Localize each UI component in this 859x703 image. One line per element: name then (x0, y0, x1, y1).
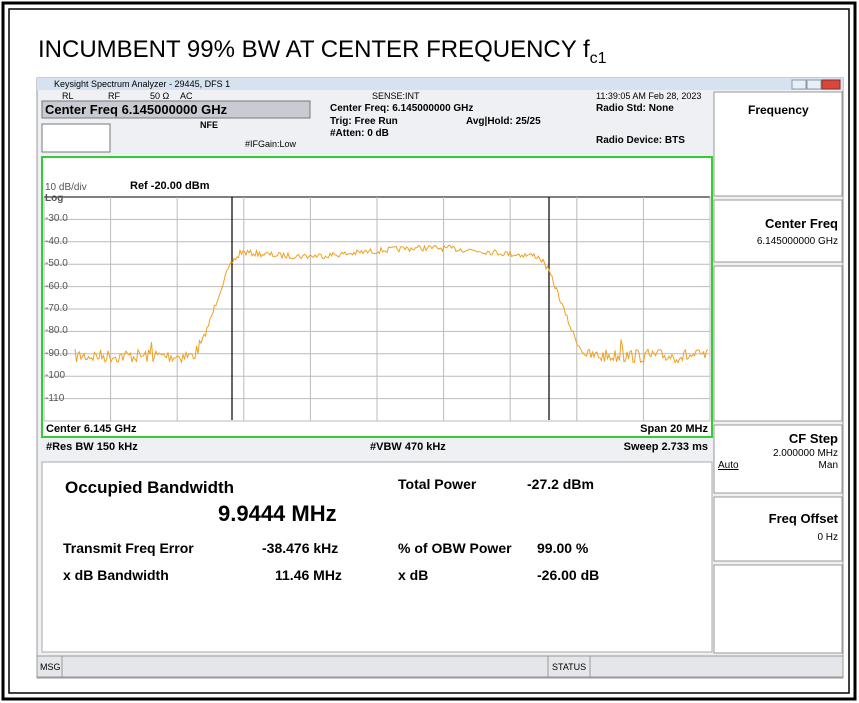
min-button[interactable] (791, 79, 807, 90)
man-option[interactable]: Man (818, 460, 838, 471)
window-title: Keysight Spectrum Analyzer - 29445, DFS … (54, 79, 231, 89)
obw-power: 99.00 % (537, 540, 589, 556)
results-panel (41, 461, 713, 653)
avg-hold: Avg|Hold: 25/25 (466, 116, 541, 127)
softkey-freq-offset[interactable] (713, 496, 843, 562)
total-power: -27.2 dBm (527, 476, 594, 492)
softkey-label: Center Freq (765, 216, 838, 231)
center-freq-label: Center Freq 6.145000000 GHz (45, 102, 228, 117)
inner-border (8, 8, 850, 694)
obw-power-label: % of OBW Power (398, 540, 512, 556)
ifgain: #IFGain:Low (245, 139, 297, 149)
auto-option[interactable]: Auto (718, 460, 739, 471)
span: Span 20 MHz (640, 423, 708, 435)
menu-title: Frequency (748, 103, 809, 117)
freq-error-label: Transmit Freq Error (63, 540, 194, 556)
ref-level: Ref -20.00 dBm (130, 180, 210, 192)
nfe: NFE (200, 120, 218, 130)
vbw: #VBW 470 kHz (370, 441, 446, 453)
center-freq-info: Center Freq: 6.145000000 GHz (330, 103, 474, 114)
sense: SENSE:INT (372, 91, 420, 101)
obw-value: 9.9444 MHz (218, 501, 337, 526)
center-freq-box[interactable] (41, 100, 311, 119)
softkey-label: CF Step (788, 431, 838, 446)
obw-label: Occupied Bandwidth (65, 478, 235, 497)
total-power-label: Total Power (398, 476, 477, 492)
coupling: AC (180, 91, 193, 101)
title-bar (37, 78, 843, 90)
impedance: 50 Ω (150, 91, 170, 101)
xdb-bw-label: x dB Bandwidth (63, 567, 169, 583)
softkey-label: Freq Offset (768, 511, 838, 526)
trace (74, 244, 709, 364)
title-subscript: c1 (589, 49, 607, 67)
input-box[interactable] (41, 123, 111, 153)
status: STATUS (552, 662, 587, 672)
center: Center 6.145 GHz (46, 423, 137, 435)
xdb: -26.00 dB (537, 567, 600, 583)
msg: MSG (40, 662, 61, 672)
y-axis-label: -50.0 (45, 258, 68, 270)
y-axis-label: -30.0 (45, 213, 68, 225)
softkey-menu[interactable] (713, 91, 843, 197)
y-axis-label: -80.0 (45, 325, 68, 337)
y-axis-label: -40.0 (45, 235, 68, 247)
status-bar (36, 655, 844, 678)
trig: Trig: Free Run (330, 116, 398, 127)
radio-device: Radio Device: BTS (596, 135, 685, 146)
sweep: Sweep 2.733 ms (623, 441, 708, 453)
softkey-value: 0 Hz (817, 532, 838, 543)
atten: #Atten: 0 dB (330, 128, 389, 139)
datetime: 11:39:05 AM Feb 28, 2023 (596, 91, 702, 101)
scale: 10 dB/div (45, 182, 87, 193)
xdb-bw: 11.46 MHz (275, 567, 342, 583)
y-axis-label: -90.0 (45, 347, 68, 359)
rf: RF (108, 91, 120, 101)
freq-error: -38.476 kHz (262, 540, 339, 556)
softkey-blank (713, 265, 843, 422)
max-button[interactable] (806, 79, 822, 90)
grid (43, 196, 711, 422)
y-axis-label: -60.0 (45, 280, 68, 292)
softkey-value: 6.145000000 GHz (756, 236, 838, 247)
rl: RL (62, 91, 74, 101)
softkey-cf-step[interactable] (713, 424, 843, 494)
radio-std: Radio Std: None (596, 103, 674, 114)
softkey-value: 2.000000 MHz (772, 448, 838, 459)
y-axis-label: -110 (45, 392, 65, 404)
close-button[interactable] (821, 79, 841, 90)
softkey-center-freq[interactable] (713, 199, 843, 263)
title-text: INCUMBENT 99% BW AT CENTER FREQUENCY f (38, 36, 590, 63)
y-axis-label: -100 (45, 370, 66, 382)
page-title: INCUMBENT 99% BW AT CENTER FREQUENCY fc1 (38, 38, 607, 67)
y-axis-label: -70.0 (45, 303, 68, 314)
xdb-label: x dB (398, 567, 429, 583)
log: Log (45, 193, 64, 204)
softkey-blank (713, 564, 843, 654)
res-bw: #Res BW 150 kHz (46, 441, 138, 453)
